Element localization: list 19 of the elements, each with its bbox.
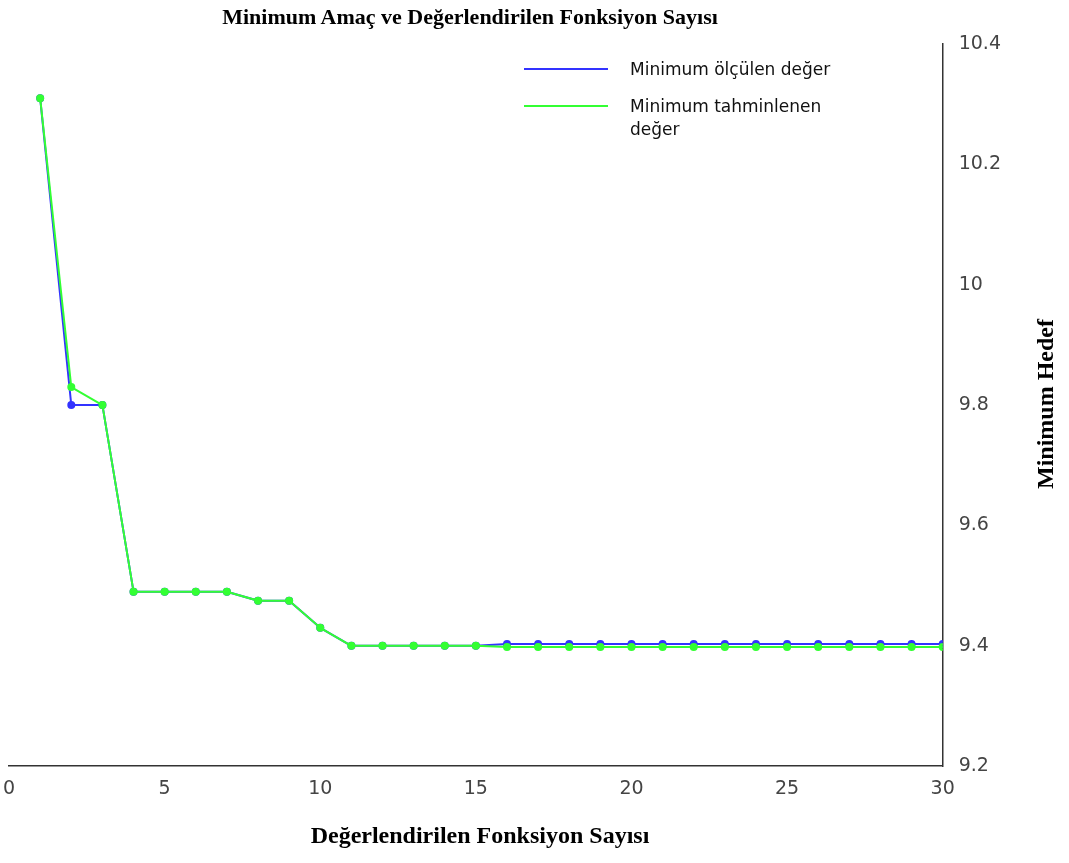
- x-tick-label: 25: [774, 775, 800, 798]
- y-tick-label: 10.2: [958, 151, 1002, 174]
- y-tick-label: 10: [958, 271, 983, 294]
- y-tick-label: 10.4: [958, 30, 1002, 53]
- x-axis-title: Değerlendirilen Fonksiyon Sayısı: [309, 822, 651, 849]
- x-tick-label: 15: [463, 775, 488, 798]
- x-tick-label: 0: [3, 775, 16, 798]
- legend-label: Minimum ölçülen değer: [630, 58, 832, 81]
- x-tick-label: 10: [308, 775, 333, 798]
- legend-label: Minimum tahminlenen değer: [630, 94, 823, 141]
- y-tick-label: 9.6: [958, 512, 989, 535]
- y-tick-label: 9.8: [958, 392, 989, 415]
- y-tick-label: 9.2: [958, 753, 989, 776]
- x-tick-label: 30: [930, 775, 955, 798]
- chart-title: Minimum Amaç ve Değerlendirilen Fonksiyon Sayısı: [221, 4, 719, 30]
- x-tick-label: 5: [158, 775, 171, 798]
- y-axis-title: Minimum Hedef: [1031, 319, 1059, 489]
- x-tick-label: 20: [619, 775, 644, 798]
- y-tick-label: 9.4: [958, 632, 989, 655]
